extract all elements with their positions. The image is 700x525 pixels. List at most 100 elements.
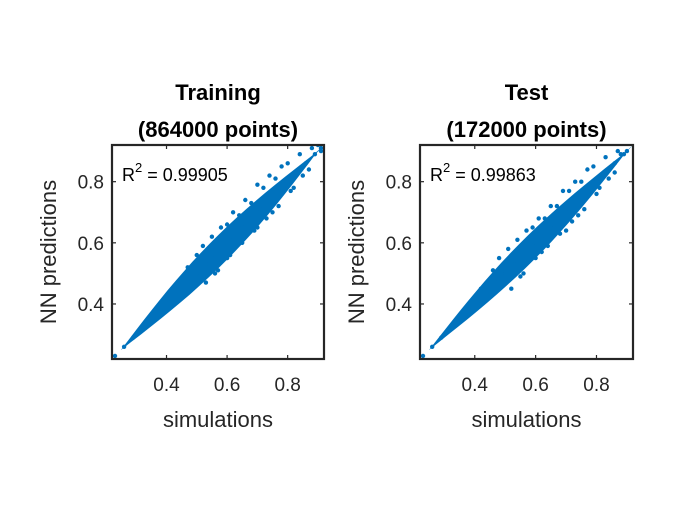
scatter-point: [237, 213, 242, 218]
scatter-point: [582, 207, 587, 212]
scatter-point: [478, 286, 484, 291]
scatter-point: [533, 255, 538, 261]
scatter-point: [185, 265, 190, 270]
scatter-point: [167, 298, 172, 304]
scatter-point: [612, 161, 617, 166]
y-tick-label: 0.6: [386, 234, 412, 255]
scatter-point: [420, 353, 426, 359]
scatter-point: [212, 271, 218, 276]
y-tick-label: 0.8: [78, 173, 104, 194]
scatter-point: [240, 225, 245, 230]
scatter-point: [545, 243, 550, 249]
scatter-point: [294, 170, 299, 175]
scatter-point: [291, 185, 296, 190]
scatter-point: [176, 289, 181, 294]
scatter-point: [209, 234, 215, 239]
x-tick-label: 0.6: [522, 375, 548, 396]
scatter-point: [249, 200, 254, 206]
scatter-point: [224, 255, 230, 261]
scatter-point: [300, 173, 305, 178]
scatter-point: [548, 225, 553, 230]
test-panel: 0.4 0.6 0.8 0.4 0.6 0.8 Test (172000 points) sim…: [344, 80, 635, 432]
scatter-point: [221, 243, 227, 249]
scatter-point: [312, 152, 318, 157]
scatter-point: [603, 170, 608, 175]
x-axis-label: simulations: [471, 407, 581, 432]
scatter-point: [542, 216, 547, 221]
scatter-point: [194, 252, 199, 258]
chart-title: Test: [505, 80, 549, 105]
scatter-point: [430, 344, 435, 349]
scatter-point: [303, 161, 308, 166]
scatter-point: [227, 252, 233, 258]
scatter-point: [518, 274, 523, 279]
axes-frame: [110, 143, 326, 361]
x-tick-label: 0.4: [462, 375, 489, 396]
scatter-point: [585, 188, 590, 194]
scatter-point: [603, 155, 608, 160]
scatter-point: [557, 231, 563, 236]
scatter-point: [569, 219, 575, 224]
scatter-point: [554, 203, 560, 209]
scatter-point: [112, 353, 118, 359]
scatter-point: [466, 307, 471, 313]
scatter-point: [158, 307, 163, 313]
scatter-point: [560, 188, 566, 194]
scatter-point: [524, 228, 529, 233]
scatter-point: [309, 145, 315, 151]
scatter-point: [585, 167, 590, 172]
scatter-point: [612, 170, 617, 175]
scatter-point: [457, 317, 462, 322]
scatter-point: [615, 148, 620, 154]
scatter-point: [230, 210, 236, 215]
scatter-point: [448, 326, 453, 331]
scatter-point: [212, 252, 218, 258]
scatter-point: [185, 280, 190, 285]
scatter-point: [318, 148, 324, 154]
scatter-point: [493, 280, 499, 285]
scatter-point: [121, 344, 127, 349]
chart-subtitle: (864000 points): [138, 117, 298, 142]
scatter-point: [297, 152, 302, 157]
scatter-point: [618, 152, 623, 157]
chart-subtitle: (172000 points): [446, 117, 606, 142]
scatter-point: [240, 240, 245, 245]
scatter-point: [475, 298, 480, 304]
scatter-point: [243, 197, 248, 203]
scatter-point: [261, 185, 266, 190]
scatter-point: [509, 286, 514, 291]
scatter-point: [573, 179, 578, 184]
scatter-point: [200, 243, 206, 249]
axes-frame: [418, 143, 635, 361]
scatter-point: [255, 225, 260, 230]
scatter-point: [579, 179, 584, 184]
scatter-point: [594, 191, 599, 197]
scatter-point: [576, 213, 581, 218]
scatter-point: [621, 152, 627, 157]
chart-title: Training: [175, 80, 261, 105]
scatter-point: [515, 237, 520, 242]
scatter-point: [215, 268, 221, 273]
scatter-point: [597, 185, 602, 190]
y-tick-label: 0.4: [78, 295, 105, 316]
scatter-point: [173, 283, 178, 288]
scatter-point: [306, 167, 312, 172]
scatter-point: [484, 289, 490, 294]
scatter-point: [530, 243, 535, 249]
scatter-point: [536, 216, 541, 221]
scatter-point: [576, 197, 581, 203]
plot-area: [112, 145, 324, 359]
scatter-point: [194, 271, 199, 276]
y-tick-label: 0.4: [386, 295, 413, 316]
scatter-point: [203, 262, 209, 267]
scatter-point: [149, 317, 154, 322]
scatter-point: [203, 280, 209, 285]
scatter-point: [521, 271, 526, 276]
scatter-point: [506, 246, 511, 252]
scatter-point: [591, 164, 596, 169]
training-panel: 0.4 0.6 0.8 0.4 0.6 0.8 Training (864000 points…: [36, 80, 326, 432]
scatter-point: [285, 161, 290, 166]
x-tick-label: 0.8: [274, 375, 300, 396]
y-axis-label: NN predictions: [344, 180, 369, 324]
